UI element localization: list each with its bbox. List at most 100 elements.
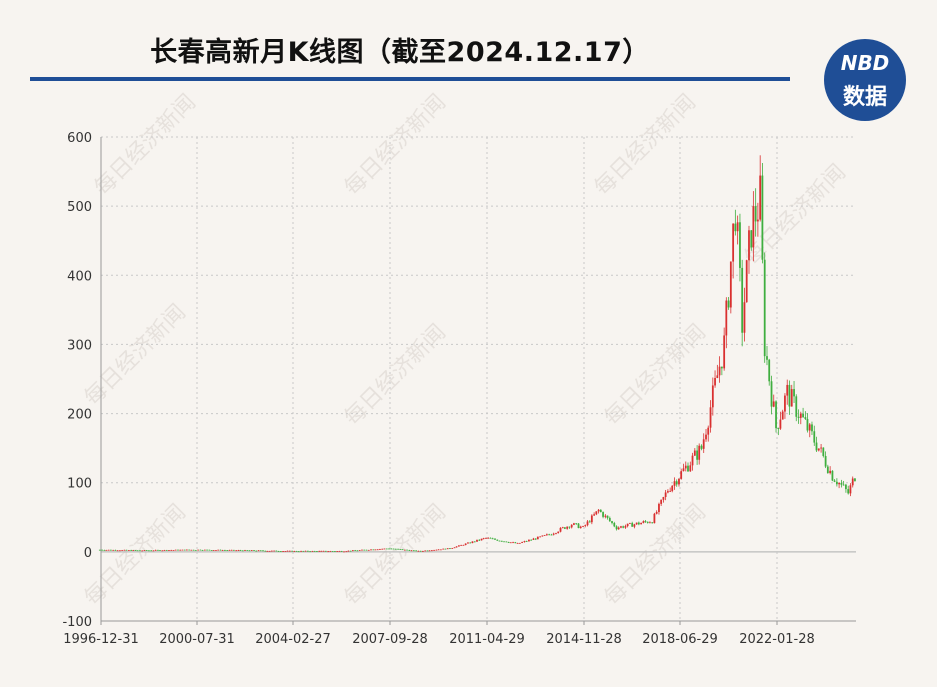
candle-body bbox=[550, 534, 553, 536]
candle-body bbox=[754, 206, 757, 222]
candles bbox=[98, 155, 856, 553]
candle-body bbox=[130, 550, 133, 551]
candle-body bbox=[806, 418, 809, 431]
candle-body bbox=[642, 521, 645, 523]
candle-body bbox=[453, 547, 456, 549]
x-tick-label: 2007-09-28 bbox=[352, 632, 428, 647]
candle-body bbox=[309, 551, 312, 553]
candle-body bbox=[779, 419, 782, 429]
candle-body bbox=[112, 549, 115, 551]
candle-body bbox=[219, 549, 222, 551]
candle-body bbox=[795, 396, 798, 417]
candle-body bbox=[759, 175, 762, 220]
candle-body bbox=[343, 551, 345, 553]
candle-body bbox=[345, 551, 348, 553]
candle-body bbox=[143, 550, 146, 551]
candle-body bbox=[467, 542, 469, 544]
candle-body bbox=[705, 434, 707, 440]
candle-body bbox=[664, 492, 667, 498]
candle-body bbox=[157, 549, 159, 551]
watermark-text: 每日经济新闻 bbox=[80, 500, 191, 611]
candle-body bbox=[322, 550, 325, 552]
candle-body bbox=[324, 550, 327, 552]
candle-body bbox=[228, 550, 231, 551]
candle-body bbox=[408, 550, 411, 551]
candle-body bbox=[824, 455, 827, 467]
candle-body bbox=[500, 540, 503, 542]
candle-body bbox=[633, 524, 636, 527]
candle-body bbox=[361, 549, 363, 551]
candle-body bbox=[482, 538, 485, 540]
candle-body bbox=[381, 548, 384, 550]
candle-body bbox=[110, 549, 112, 551]
x-tick-label: 2018-06-29 bbox=[642, 632, 718, 647]
candle-body bbox=[833, 480, 836, 482]
candle-body bbox=[777, 428, 780, 429]
candle-body bbox=[410, 550, 413, 552]
candle-body bbox=[597, 509, 600, 512]
candle-body bbox=[532, 538, 535, 540]
candle-body bbox=[194, 549, 197, 551]
candle-body bbox=[442, 548, 445, 550]
candle-body bbox=[192, 549, 195, 551]
candle-body bbox=[829, 470, 832, 474]
candle-body bbox=[854, 478, 856, 481]
candle-body bbox=[815, 442, 818, 451]
candle-body bbox=[132, 550, 135, 551]
candle-body bbox=[145, 550, 148, 551]
candle-body bbox=[428, 550, 431, 552]
candle-body bbox=[840, 482, 843, 485]
x-tick-label: 2011-04-29 bbox=[449, 632, 525, 647]
candle-body bbox=[150, 550, 153, 552]
candle-body bbox=[620, 526, 622, 528]
candle-body bbox=[570, 524, 573, 528]
candle-body bbox=[835, 481, 838, 485]
candle-body bbox=[822, 447, 825, 456]
candle-body bbox=[464, 543, 467, 545]
candle-body bbox=[458, 545, 460, 547]
candle-body bbox=[637, 522, 640, 525]
candle-body bbox=[257, 550, 260, 552]
candle-body bbox=[804, 417, 807, 419]
candle-body bbox=[675, 481, 678, 485]
candle-body bbox=[579, 526, 582, 529]
candle-body bbox=[379, 549, 381, 550]
candle-body bbox=[199, 549, 202, 551]
candle-body bbox=[241, 550, 244, 552]
candle-body bbox=[165, 550, 168, 551]
watermark-text: 每日经济新闻 bbox=[80, 300, 191, 411]
candle-body bbox=[224, 550, 226, 551]
candle-body bbox=[383, 548, 386, 550]
candle-body bbox=[397, 548, 399, 550]
candle-body bbox=[239, 550, 242, 551]
candle-body bbox=[700, 445, 703, 449]
candle-body bbox=[514, 542, 517, 544]
candle-body bbox=[655, 512, 658, 514]
candle-body bbox=[105, 549, 108, 551]
candle-body bbox=[651, 522, 654, 524]
candle-body bbox=[313, 550, 316, 552]
candle-body bbox=[449, 548, 451, 550]
candle-body bbox=[698, 445, 701, 460]
candle-body bbox=[311, 550, 314, 552]
candle-body bbox=[174, 549, 177, 551]
candle-body bbox=[419, 550, 422, 552]
candle-body bbox=[103, 549, 106, 551]
candle-body bbox=[613, 522, 616, 527]
candle-body bbox=[748, 230, 750, 261]
candle-body bbox=[606, 515, 609, 518]
candle-body bbox=[347, 550, 350, 552]
candle-body bbox=[177, 549, 179, 551]
candle-body bbox=[622, 526, 625, 528]
candle-body bbox=[496, 539, 499, 541]
candle-body bbox=[295, 551, 298, 552]
candle-body bbox=[331, 551, 334, 552]
candle-body bbox=[282, 551, 284, 552]
candle-body bbox=[752, 206, 755, 248]
candle-body bbox=[206, 549, 208, 551]
candle-body bbox=[424, 550, 427, 552]
candle-body bbox=[559, 527, 562, 532]
candle-body bbox=[422, 550, 424, 552]
candle-body bbox=[233, 549, 235, 551]
